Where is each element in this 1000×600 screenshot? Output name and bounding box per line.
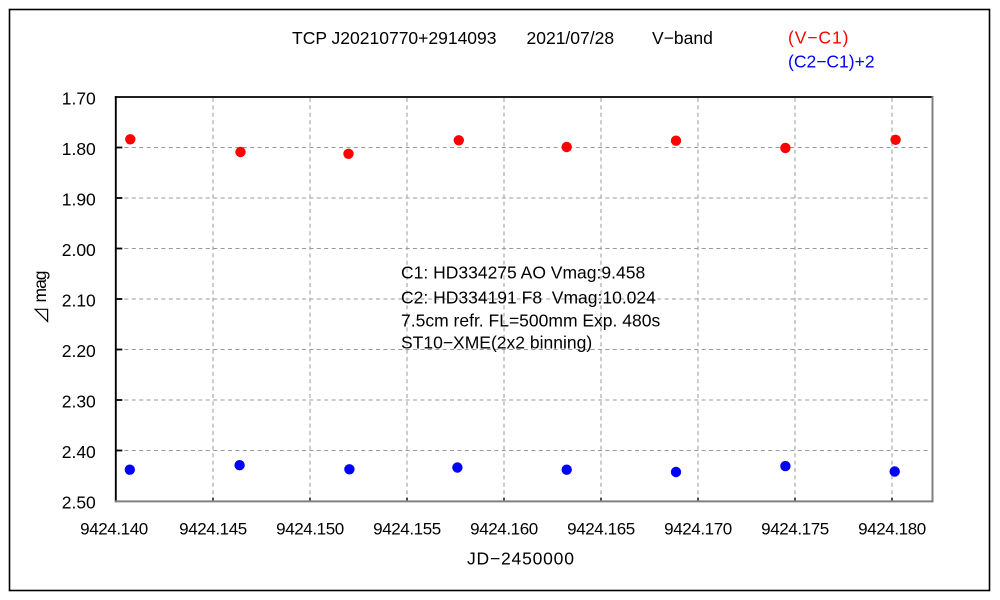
svg-text:V−band: V−band [652,28,713,48]
svg-text:1.90: 1.90 [62,189,96,209]
svg-text:1.70: 1.70 [62,88,96,108]
svg-text:2.50: 2.50 [62,492,96,512]
svg-text:1.80: 1.80 [62,139,96,159]
svg-text:9424.160: 9424.160 [470,520,538,539]
svg-text:2021/07/28: 2021/07/28 [527,28,615,48]
svg-text:2.10: 2.10 [62,290,96,310]
svg-text:9424.165: 9424.165 [567,520,635,539]
svg-text:9424.170: 9424.170 [664,520,732,539]
svg-text:TCP J20210770+2914093: TCP J20210770+2914093 [292,28,497,48]
svg-text:9424.140: 9424.140 [80,520,148,539]
svg-text:ST10−XME(2x2 binning): ST10−XME(2x2 binning) [401,332,592,352]
svg-text:2.40: 2.40 [62,442,96,462]
svg-text:2.20: 2.20 [62,341,96,361]
svg-text:(C2−C1)+2: (C2−C1)+2 [788,52,875,72]
svg-text:C1: HD334275 AO Vmag:9.458: C1: HD334275 AO Vmag:9.458 [401,262,645,282]
svg-text:9424.175: 9424.175 [761,520,829,539]
svg-text:2.30: 2.30 [62,391,96,411]
svg-text:9424.150: 9424.150 [276,520,344,539]
svg-text:(V−C1): (V−C1) [788,28,849,48]
svg-text:9424.145: 9424.145 [179,520,247,539]
svg-text:7.5cm refr. FL=500mm Exp. 480s: 7.5cm refr. FL=500mm Exp. 480s [401,310,660,330]
svg-text:JD−2450000: JD−2450000 [467,549,575,569]
svg-text:9424.180: 9424.180 [858,520,926,539]
svg-text:mag: mag [30,271,50,302]
svg-text:C2: HD334191 F8 Vmag:10.024: C2: HD334191 F8 Vmag:10.024 [401,287,656,307]
svg-text:9424.155: 9424.155 [373,520,441,539]
svg-text:2.00: 2.00 [62,240,96,260]
